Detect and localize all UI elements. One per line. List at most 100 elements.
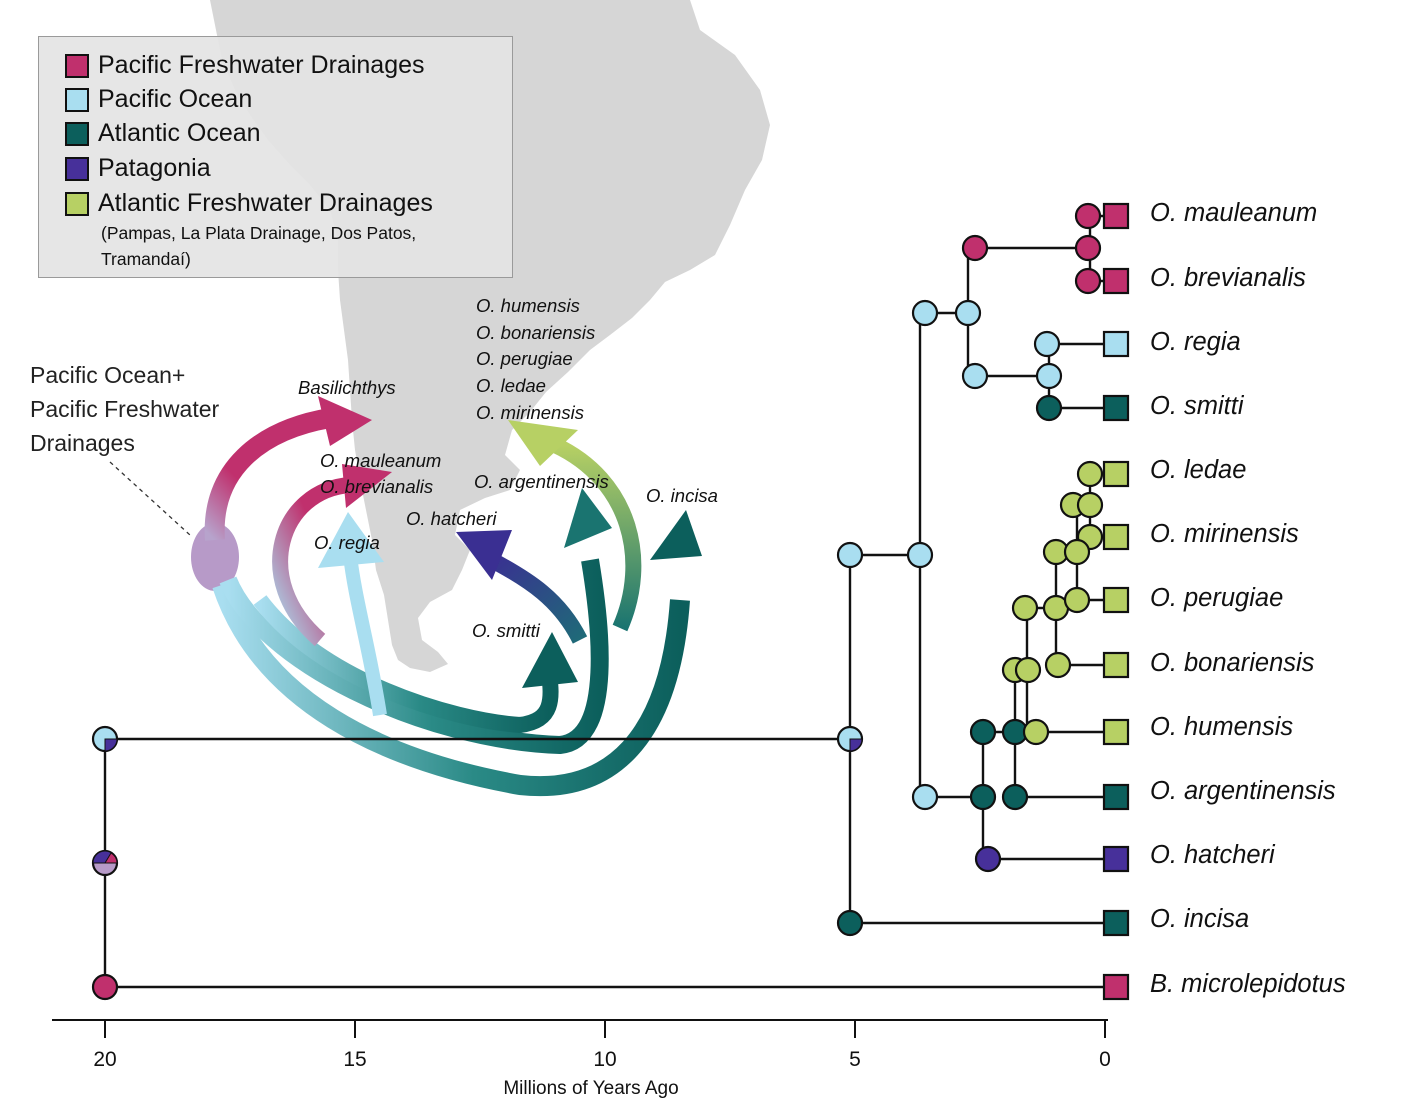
map-label-mirinensis: O. mirinensis — [476, 402, 584, 423]
legend-item: Pacific Freshwater Drainages — [65, 51, 425, 80]
tip-label: O. mirinensis — [1150, 520, 1299, 548]
legend-label: Atlantic Freshwater Drainages — [98, 189, 433, 217]
map-label-basilichthys: Basilichthys — [298, 377, 396, 398]
legend-swatch — [65, 121, 89, 146]
tip-state-square — [1102, 783, 1130, 811]
legend-item: Atlantic Freshwater Drainages — [65, 189, 433, 218]
node-pie — [969, 718, 997, 746]
migration-arrows — [204, 408, 690, 797]
arrow-to-hatcheri — [484, 550, 588, 644]
tip-state-square — [1102, 845, 1130, 873]
node-pie-slice — [104, 738, 118, 752]
map-label-smitti: O. smitti — [472, 620, 540, 641]
arrow-to-regia — [343, 554, 387, 717]
legend-swatch — [65, 156, 89, 181]
node-pie — [906, 541, 934, 569]
map-label-perugiae: O. perugiae — [476, 348, 573, 369]
tip-state-square — [1102, 330, 1130, 358]
tip-label: O. brevianalis — [1150, 264, 1306, 292]
tip-label: O. bonariensis — [1150, 649, 1315, 677]
axis-tick-label: 20 — [93, 1048, 117, 1071]
tip-label: O. smitti — [1150, 392, 1244, 420]
arrowhead-argentinensis — [564, 488, 612, 548]
legend-swatch — [65, 53, 89, 78]
node-pie — [91, 973, 119, 1001]
node-pie — [1035, 362, 1063, 390]
node-pie — [1076, 491, 1104, 519]
arrow-heads — [318, 396, 702, 688]
tip-label: O. perugiae — [1150, 584, 1284, 612]
tip-label: O. incisa — [1150, 905, 1250, 933]
arrowhead-incisa — [650, 510, 702, 560]
node-pie — [836, 541, 864, 569]
arrowhead-mauleanum — [342, 464, 392, 508]
legend-swatch — [65, 191, 89, 216]
node-pie — [1035, 394, 1063, 422]
node-pie — [1074, 234, 1102, 262]
map-label-argentinensis: O. argentinensis — [474, 471, 609, 492]
node-pie-slice — [104, 852, 118, 864]
arrowhead-basilichthys — [318, 396, 372, 446]
legend-item: Pacific Ocean — [65, 85, 252, 114]
node-pie — [1074, 202, 1102, 230]
node-pie — [1001, 783, 1029, 811]
axis-tick-label: 10 — [593, 1048, 617, 1071]
map-label-mauleanum: O. mauleanum — [320, 450, 442, 471]
legend-label: Atlantic Ocean — [98, 119, 261, 147]
node-pie — [911, 783, 939, 811]
source-label-line: Pacific Ocean+ — [30, 362, 186, 388]
tip-state-square — [1102, 718, 1130, 746]
map-label-humensis: O. humensis — [476, 295, 580, 316]
node-pie — [961, 362, 989, 390]
node-pie — [1011, 594, 1039, 622]
legend-item: Atlantic Ocean — [65, 119, 261, 148]
axis-title: Millions of Years Ago — [503, 1078, 679, 1099]
tip-state-square — [1102, 909, 1130, 937]
node-pie-slice — [849, 738, 863, 752]
tip-label: O. hatcheri — [1150, 841, 1275, 869]
tip-state-square — [1102, 973, 1130, 1001]
tip-state-square — [1102, 267, 1130, 295]
node-state-circles — [91, 202, 1104, 1001]
map-label-incisa: O. incisa — [646, 485, 718, 506]
node-pie — [1033, 330, 1061, 358]
legend-note: Tramandaí) — [101, 249, 191, 269]
tip-state-squares — [1102, 202, 1130, 1001]
legend-label: Patagonia — [98, 154, 211, 182]
arrow-pacific-sweep — [212, 581, 690, 797]
arrow-to-mauleanum — [272, 477, 351, 647]
source-label-leader — [109, 461, 191, 536]
node-pie — [911, 299, 939, 327]
tip-label: O. mauleanum — [1150, 199, 1318, 227]
axis-tick-label: 0 — [1099, 1048, 1111, 1071]
tip-label: O. regia — [1150, 328, 1241, 356]
axis-tick-label: 5 — [849, 1048, 861, 1071]
node-pie — [969, 783, 997, 811]
node-pie — [961, 234, 989, 262]
map-label-bonariensis: O. bonariensis — [476, 322, 596, 343]
legend: Pacific Freshwater Drainages Pacific Oce… — [38, 36, 513, 278]
map-label-brevianalis: O. brevianalis — [320, 476, 434, 497]
arrow-to-argentinensis — [219, 558, 609, 755]
node-pie — [1022, 718, 1050, 746]
map-label-regia: O. regia — [314, 532, 380, 553]
tip-state-square — [1102, 394, 1130, 422]
legend-label: Pacific Ocean — [98, 85, 253, 113]
tip-state-square — [1102, 586, 1130, 614]
arrow-to-smitti — [253, 595, 559, 734]
source-label-line: Pacific Freshwater — [30, 396, 220, 422]
map-label-ledae: O. ledae — [476, 375, 546, 396]
arrowhead-smitti — [522, 632, 578, 688]
arrowhead-atlantic-fw — [508, 420, 578, 466]
tip-label: O. humensis — [1150, 713, 1294, 741]
node-pie — [974, 845, 1002, 873]
tip-label: O. ledae — [1150, 456, 1247, 484]
time-axis — [52, 1019, 1108, 1038]
axis-tick-label: 15 — [343, 1048, 367, 1071]
arrowhead-hatcheri — [456, 530, 512, 580]
pacific-source-region — [191, 523, 239, 591]
tip-state-square — [1102, 202, 1130, 230]
node-pie — [1044, 651, 1072, 679]
legend-label: Pacific Freshwater Drainages — [98, 51, 425, 79]
tip-state-square — [1102, 651, 1130, 679]
